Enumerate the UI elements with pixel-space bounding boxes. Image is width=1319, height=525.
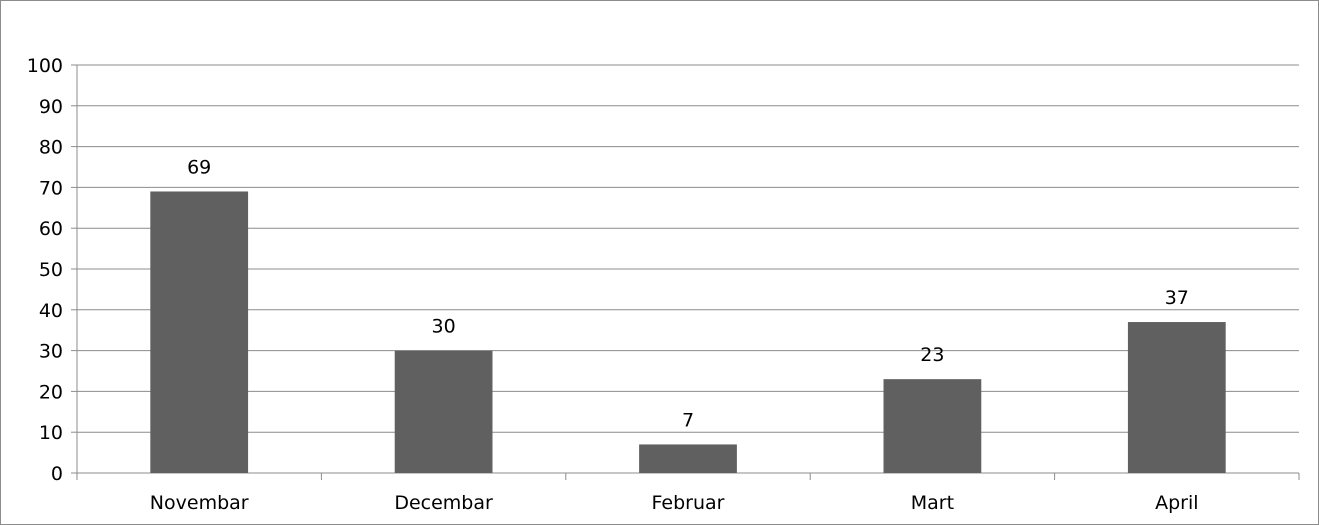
y-tick-label: 40 [39,300,63,322]
y-tick-label: 0 [51,463,63,485]
x-tick-label: Februar [652,492,725,514]
y-tick-label: 60 [39,218,63,240]
x-tick-label: April [1155,492,1198,514]
bar-februar [639,444,737,473]
bar-april [1127,322,1226,473]
y-tick-label: 80 [39,137,63,159]
bar-novembar [150,191,249,474]
y-tick-label: 20 [39,381,63,403]
y-tick-label: 90 [39,96,63,118]
y-tick-label: 100 [27,55,63,77]
x-tick-label: Novembar [150,492,249,514]
data-label: 30 [432,316,456,338]
y-tick-label: 10 [39,422,63,444]
x-tick-label: Mart [911,492,954,514]
y-tick-label: 50 [39,259,63,281]
gridlines [77,64,1299,433]
bars [150,191,1226,474]
data-label: 7 [682,409,694,431]
labels: 0 10 20 30 40 50 60 70 80 90 100 69 Novembar 30 Decemb… [27,55,1199,514]
data-label: 23 [920,344,944,366]
data-label: 37 [1165,287,1189,309]
x-tick-label: Decembar [394,492,493,514]
bar-decembar [394,350,493,473]
bar-mart [883,379,982,473]
y-tick-label: 30 [39,341,63,363]
y-tick-label: 70 [39,177,63,199]
data-label: 69 [187,156,211,178]
